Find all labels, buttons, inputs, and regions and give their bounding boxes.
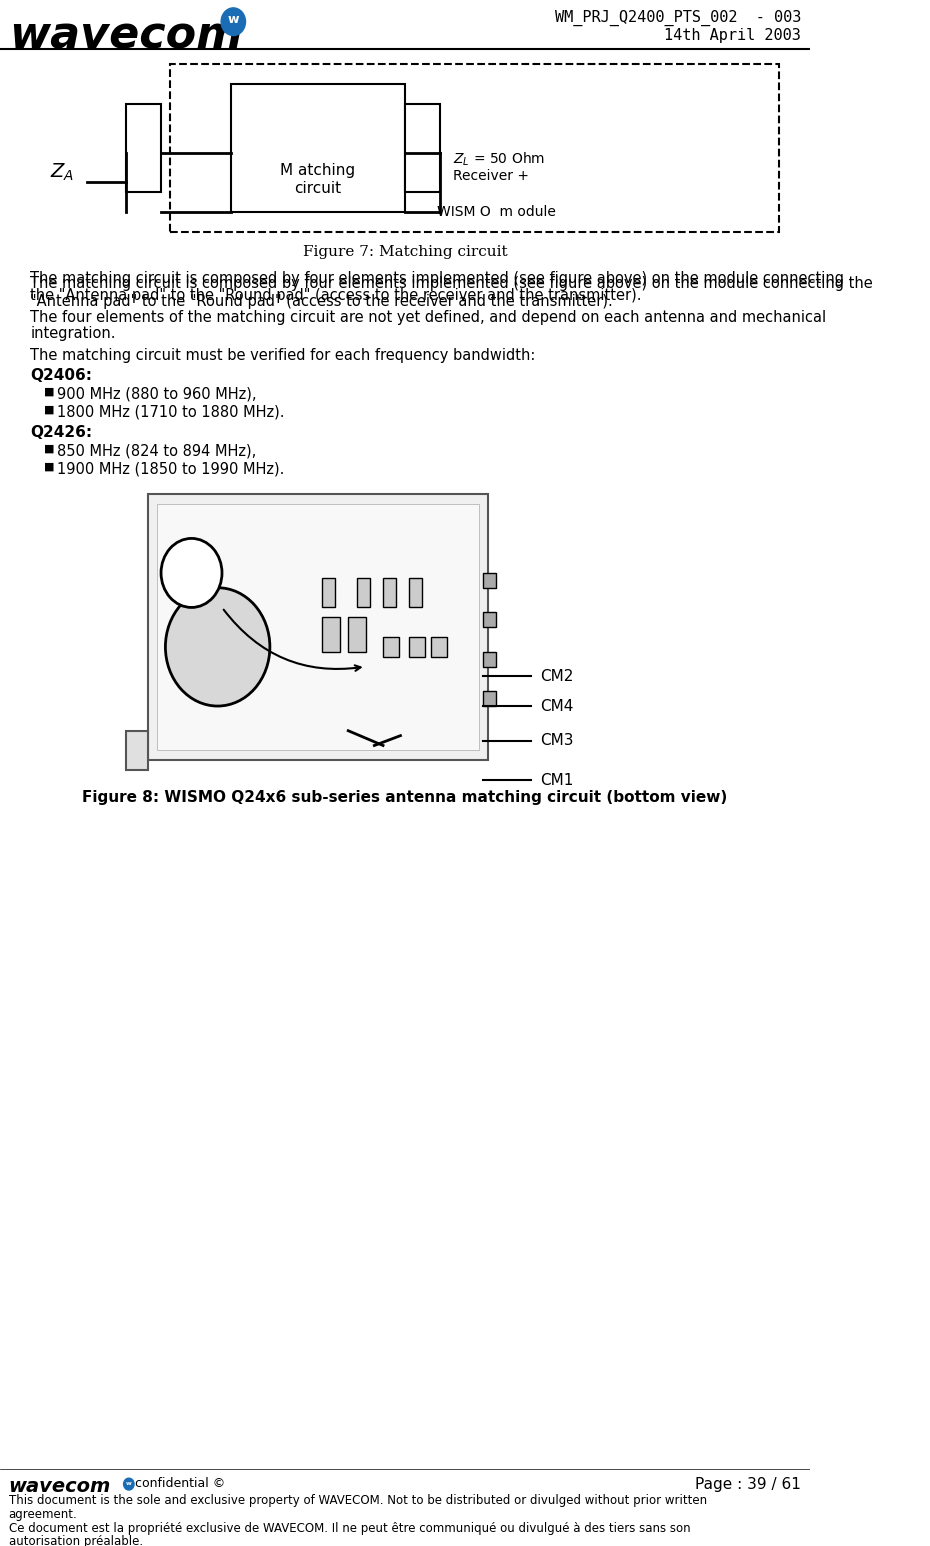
Text: The matching circuit is composed by four elements implemented (see figure above): The matching circuit is composed by four… xyxy=(31,277,873,309)
Text: Figure 8: WISMO Q24x6 sub-series antenna matching circuit (bottom view): Figure 8: WISMO Q24x6 sub-series antenna… xyxy=(82,790,727,805)
Bar xyxy=(231,83,405,212)
Text: agreement.: agreement. xyxy=(8,1507,77,1521)
Text: wavecom: wavecom xyxy=(8,15,243,57)
Circle shape xyxy=(166,587,270,707)
Text: the "Antenna pad" to the "Round pad" (access to the receiver and the transmitter: the "Antenna pad" to the "Round pad" (ac… xyxy=(31,288,642,303)
Bar xyxy=(126,731,148,770)
Bar xyxy=(126,104,161,192)
Text: Figure 7: Matching circuit: Figure 7: Matching circuit xyxy=(302,244,507,258)
Text: ■: ■ xyxy=(44,444,54,453)
Text: Page : 39 / 61: Page : 39 / 61 xyxy=(695,1476,801,1492)
Text: The four elements of the matching circuit are not yet defined, and depend on eac: The four elements of the matching circui… xyxy=(31,309,827,325)
Text: CM4: CM4 xyxy=(539,699,573,714)
Bar xyxy=(322,578,335,608)
Text: w: w xyxy=(126,1481,132,1486)
Bar xyxy=(383,578,396,608)
Text: CM3: CM3 xyxy=(539,733,573,748)
Circle shape xyxy=(221,8,246,36)
Text: ■: ■ xyxy=(44,462,54,472)
Text: Q2426:: Q2426: xyxy=(31,425,93,441)
Text: CM1: CM1 xyxy=(539,773,573,787)
Bar xyxy=(156,504,479,750)
Bar xyxy=(383,637,399,657)
Text: wavecom: wavecom xyxy=(8,1476,111,1497)
Bar xyxy=(322,617,339,652)
Bar xyxy=(148,495,487,761)
Text: This document is the sole and exclusive property of WAVECOM. Not to be distribut: This document is the sole and exclusive … xyxy=(8,1493,707,1507)
Text: The matching circuit must be verified for each frequency bandwidth:: The matching circuit must be verified fo… xyxy=(31,348,536,363)
Text: WM_PRJ_Q2400_PTS_002  - 003: WM_PRJ_Q2400_PTS_002 - 003 xyxy=(554,9,801,26)
Bar xyxy=(409,637,425,657)
Text: The matching circuit is composed by four elements implemented (see figure above): The matching circuit is composed by four… xyxy=(31,271,844,286)
Text: confidential ©: confidential © xyxy=(135,1476,225,1490)
Text: ■: ■ xyxy=(44,405,54,414)
Text: 900 MHz (880 to 960 MHz),: 900 MHz (880 to 960 MHz), xyxy=(57,386,256,402)
Bar xyxy=(431,637,446,657)
FancyBboxPatch shape xyxy=(170,63,779,232)
Text: CM2: CM2 xyxy=(539,669,573,683)
Bar xyxy=(409,578,422,608)
Text: M atching
circuit: M atching circuit xyxy=(280,164,355,196)
Bar xyxy=(484,691,497,707)
Bar xyxy=(484,612,497,628)
Text: autorisation préalable.: autorisation préalable. xyxy=(8,1535,143,1546)
Bar xyxy=(357,578,370,608)
Text: 1800 MHz (1710 to 1880 MHz).: 1800 MHz (1710 to 1880 MHz). xyxy=(57,405,284,419)
Bar xyxy=(348,617,365,652)
Circle shape xyxy=(124,1478,134,1490)
Text: WISM O  m odule: WISM O m odule xyxy=(437,206,555,220)
Text: 850 MHz (824 to 894 MHz),: 850 MHz (824 to 894 MHz), xyxy=(57,444,256,459)
Bar xyxy=(405,104,440,192)
Text: integration.: integration. xyxy=(31,326,116,342)
Text: Receiver +: Receiver + xyxy=(453,169,528,182)
Text: w: w xyxy=(228,14,239,26)
Text: Ce document est la propriété exclusive de WAVECOM. Il ne peut être communiqué ou: Ce document est la propriété exclusive d… xyxy=(8,1521,690,1535)
Circle shape xyxy=(161,538,222,608)
Bar xyxy=(484,652,497,666)
Text: 14th April 2003: 14th April 2003 xyxy=(664,28,801,43)
Bar xyxy=(484,574,497,587)
Text: Q2406:: Q2406: xyxy=(31,368,92,383)
Text: ■: ■ xyxy=(44,386,54,397)
Text: $Z_A$: $Z_A$ xyxy=(50,162,74,184)
Text: 1900 MHz (1850 to 1990 MHz).: 1900 MHz (1850 to 1990 MHz). xyxy=(57,462,284,476)
Text: $Z_L$ = 50 Ohm: $Z_L$ = 50 Ohm xyxy=(453,152,545,169)
